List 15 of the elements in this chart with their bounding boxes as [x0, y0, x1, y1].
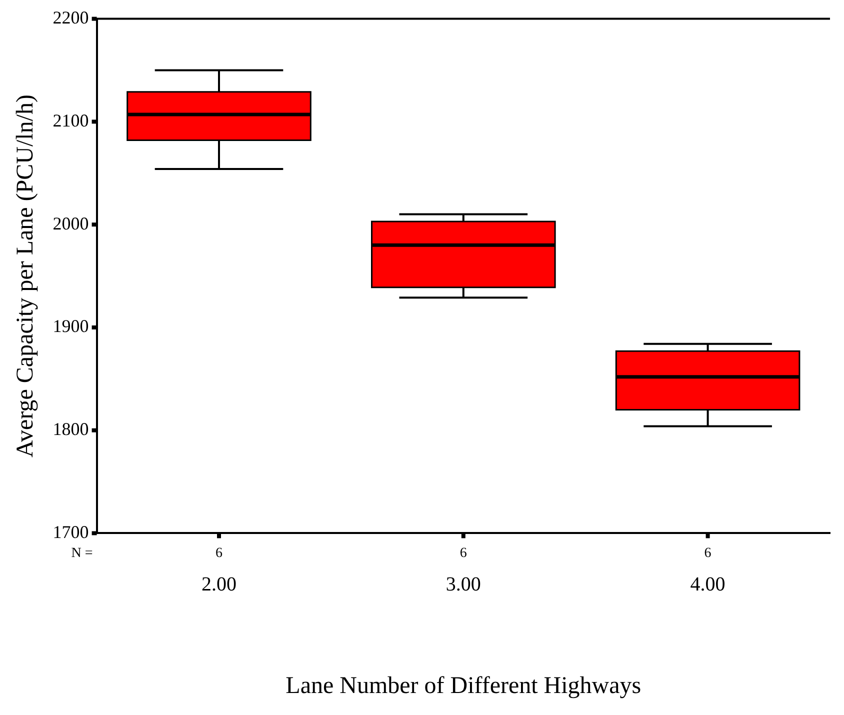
text: N = [71, 546, 93, 561]
x-tick-label: 2.00 [202, 573, 236, 596]
x-tick-label: 4.00 [690, 573, 726, 596]
y-tick-label: 1900 [52, 316, 89, 336]
y-axis-title: Averge Capacity per Lane (PCU/ln/h) [12, 94, 39, 458]
x-axis-title: Lane Number of Different Highways [286, 672, 642, 699]
text: 6 [460, 546, 467, 561]
y-tick-label: 2200 [52, 8, 89, 28]
y-tick-label: 1800 [52, 419, 89, 440]
y-tick-label: 1700 [52, 522, 89, 542]
y-tick-label: 2100 [52, 110, 89, 130]
text: 6 [704, 546, 712, 561]
text: 6 [216, 546, 222, 561]
x-tick-label: 3.00 [446, 573, 481, 596]
y-tick-label: 2000 [52, 213, 89, 234]
